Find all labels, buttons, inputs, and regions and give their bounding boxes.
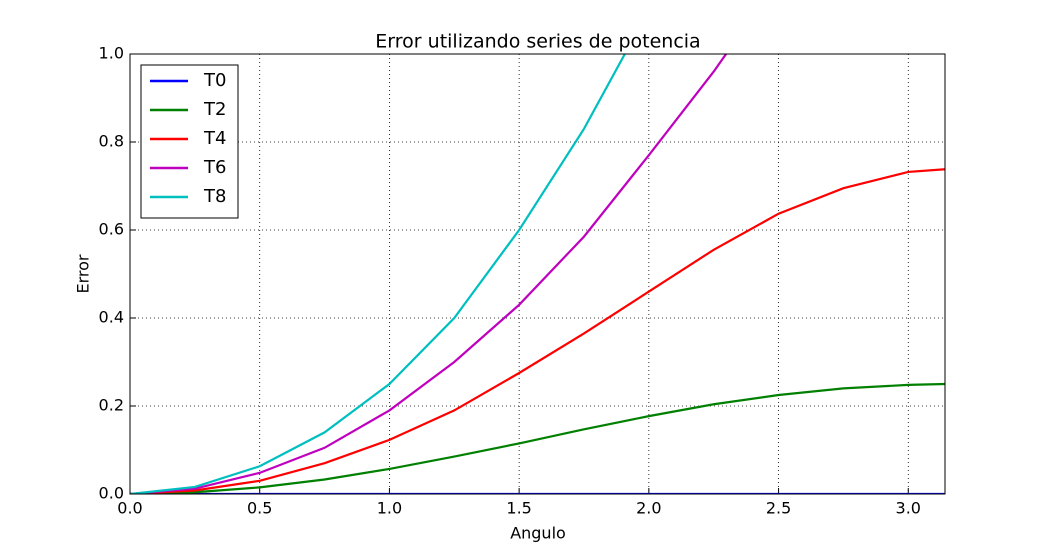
chart-title: Error utilizando series de potencia — [375, 31, 700, 53]
x-tick-label: 3.0 — [896, 499, 921, 518]
x-tick-label: 1.5 — [506, 499, 531, 518]
y-tick-label: 0.4 — [99, 308, 124, 327]
series-line — [130, 382, 945, 494]
grid — [129, 53, 945, 495]
y-tick-label: 0.0 — [99, 484, 124, 503]
series-line — [130, 54, 728, 494]
y-axis-label: Error — [74, 254, 93, 293]
plot-frame — [129, 53, 946, 495]
x-tick-label: 2.0 — [636, 499, 661, 518]
x-tick-label: 1.0 — [377, 499, 402, 518]
legend-label: T2 — [203, 99, 226, 120]
legend-label: T4 — [203, 128, 226, 149]
legend-label: T8 — [203, 186, 226, 207]
legend: T0 T2 T4 T6 T8 — [140, 64, 239, 219]
x-tick-label: 0.0 — [117, 499, 142, 518]
legend-label: T0 — [203, 70, 226, 91]
legend-label: T6 — [203, 157, 226, 178]
y-tick-label: 0.6 — [99, 220, 124, 239]
x-tick-label: 0.5 — [247, 499, 272, 518]
legend-box — [140, 64, 239, 219]
x-axis-label: Angulo — [510, 524, 566, 543]
y-tick-label: 1.0 — [99, 44, 124, 63]
x-tick-label: 2.5 — [766, 499, 791, 518]
series-line — [130, 168, 945, 494]
y-tick-label: 0.8 — [99, 132, 124, 151]
series-line — [130, 54, 627, 494]
y-tick-label: 0.2 — [99, 396, 124, 415]
plot-lines — [130, 54, 945, 494]
